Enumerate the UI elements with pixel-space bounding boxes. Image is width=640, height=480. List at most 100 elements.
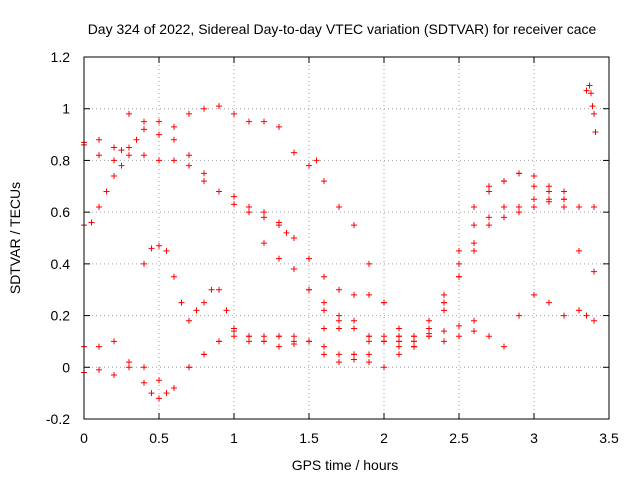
data-point — [591, 317, 597, 324]
data-point — [216, 103, 222, 110]
data-point — [276, 219, 282, 226]
chart-title: Day 324 of 2022, Sidereal Day-to-day VTE… — [88, 21, 597, 37]
data-point — [276, 123, 282, 130]
data-point — [583, 312, 590, 319]
data-point — [246, 118, 252, 125]
data-point — [261, 214, 267, 221]
data-point — [426, 325, 432, 332]
data-point — [261, 118, 267, 125]
data-point — [96, 343, 102, 350]
data-point — [441, 291, 447, 298]
data-point — [351, 325, 357, 332]
data-point — [411, 338, 417, 345]
data-point — [201, 299, 207, 306]
data-point — [486, 188, 492, 195]
data-point — [126, 144, 132, 151]
data-point — [546, 183, 552, 190]
data-point — [201, 105, 207, 112]
data-point — [321, 325, 327, 332]
points-layer — [81, 82, 599, 402]
data-point — [486, 183, 492, 190]
data-point — [246, 338, 252, 345]
data-point — [306, 338, 312, 345]
data-point — [471, 222, 477, 229]
data-point — [456, 273, 462, 280]
data-point — [381, 338, 387, 345]
data-point — [561, 312, 567, 319]
grid-layer — [84, 57, 609, 419]
data-point — [546, 299, 552, 306]
data-point — [171, 123, 177, 130]
data-point — [88, 219, 95, 226]
data-point — [591, 268, 597, 275]
data-point — [283, 229, 290, 236]
data-point — [516, 209, 522, 216]
data-point — [156, 118, 162, 125]
data-point — [531, 291, 537, 298]
data-point — [411, 333, 417, 340]
data-point — [321, 273, 327, 280]
data-point — [589, 103, 596, 110]
series-track-g — [261, 170, 567, 350]
data-point — [171, 384, 177, 391]
data-point — [456, 260, 462, 267]
data-point — [366, 338, 372, 345]
data-point — [201, 178, 207, 185]
data-point — [96, 366, 102, 373]
data-point — [591, 203, 597, 210]
data-point — [501, 178, 507, 185]
data-point — [486, 214, 492, 221]
data-point — [111, 338, 117, 345]
data-point — [471, 247, 477, 254]
data-point — [141, 152, 147, 159]
data-point — [441, 307, 447, 314]
x-tick-label: 2.5 — [449, 430, 469, 446]
data-point — [366, 333, 372, 340]
data-point — [216, 338, 222, 345]
data-point — [141, 260, 147, 267]
data-point — [381, 299, 387, 306]
data-point — [96, 152, 102, 159]
data-point — [231, 193, 237, 200]
data-point — [118, 162, 125, 169]
data-point — [231, 110, 237, 117]
x-tick-label: 3 — [530, 430, 538, 446]
data-point — [516, 203, 522, 210]
data-point — [193, 307, 200, 314]
y-tick-label: 0.2 — [51, 308, 71, 324]
data-point — [111, 172, 117, 179]
data-point — [501, 214, 507, 221]
data-point — [186, 364, 192, 371]
data-point — [588, 90, 594, 97]
data-point — [336, 312, 342, 319]
data-point — [501, 343, 507, 350]
data-point — [586, 82, 593, 89]
data-point — [291, 338, 297, 345]
data-point — [561, 196, 567, 203]
series-track-c — [81, 118, 597, 350]
data-point — [231, 201, 237, 208]
data-point — [501, 203, 507, 210]
data-point — [411, 343, 417, 350]
data-point — [351, 356, 357, 363]
data-point — [171, 273, 177, 280]
data-point — [351, 317, 357, 324]
data-point — [366, 351, 372, 358]
data-point — [366, 359, 372, 366]
data-point — [291, 266, 297, 273]
data-point — [313, 157, 320, 164]
data-point — [576, 203, 582, 210]
data-point — [336, 359, 342, 366]
data-point — [261, 333, 267, 340]
data-point — [336, 351, 342, 358]
data-point — [531, 203, 537, 210]
data-point — [426, 317, 432, 324]
y-tick-label: 0.6 — [51, 204, 71, 220]
data-point — [336, 325, 342, 332]
data-point — [246, 203, 252, 210]
data-point — [306, 286, 312, 293]
data-point — [351, 222, 357, 229]
data-point — [141, 364, 147, 371]
data-point — [366, 291, 372, 298]
data-point — [336, 317, 342, 324]
